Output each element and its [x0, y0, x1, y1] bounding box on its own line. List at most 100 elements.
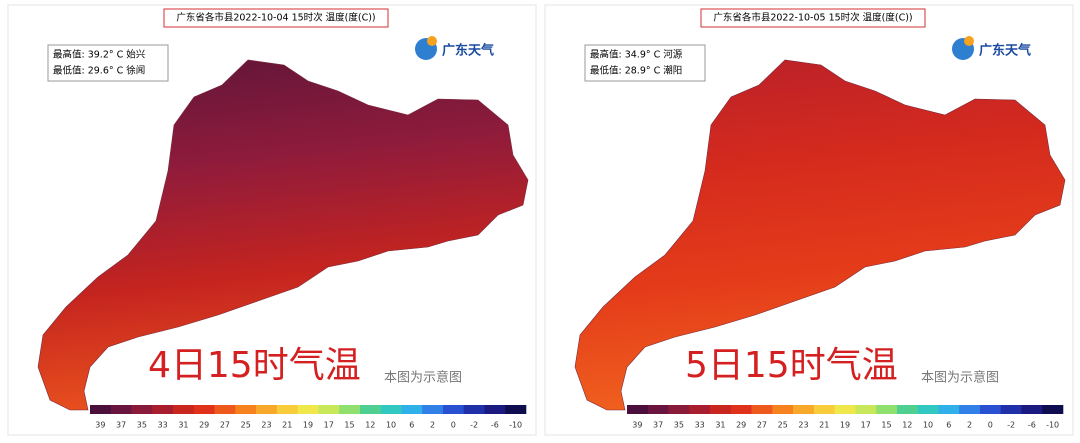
legend-label: 21 [282, 421, 292, 430]
legend-cell [917, 405, 939, 414]
title-box [700, 8, 926, 28]
min-value: 最低值: 29.6° C 徐闻 [53, 65, 145, 77]
legend-cell [938, 405, 960, 414]
legend-cell [793, 405, 815, 414]
map-title: 广东省各市县2022-10-05 15时次 温度(度(C)) [713, 12, 912, 24]
legend-cell [463, 405, 485, 414]
logo-text: 广东天气 [979, 43, 1031, 59]
legend-label: 0 [451, 421, 456, 430]
legend-label: -2 [1007, 421, 1015, 430]
legend-label: 19 [840, 421, 850, 430]
legend-cell [647, 405, 669, 414]
legend-cell [689, 405, 711, 414]
max-value: 最高值: 39.2° C 始兴 [53, 49, 145, 61]
legend-label: -6 [491, 421, 499, 430]
panel: 广东省各市县2022-10-05 15时次 温度(度(C)) 最高值: 34.9°… [544, 4, 1074, 436]
legend-cell [276, 405, 298, 414]
min-value: 最低值: 28.9° C 潮阳 [590, 65, 682, 77]
legend-cell [380, 405, 402, 414]
caption: 4日15时气温 [148, 345, 361, 386]
legend-label: 12 [365, 421, 375, 430]
legend-cell [173, 405, 195, 414]
legend-cell [422, 405, 444, 414]
legend-label: 2 [430, 421, 435, 430]
legend-label: 6 [409, 421, 414, 430]
info-box [47, 44, 169, 82]
legend-label: 17 [861, 421, 871, 430]
legend-cell [484, 405, 506, 414]
legend-label: 33 [695, 421, 705, 430]
legend-cell [131, 405, 153, 414]
legend-label: 37 [653, 421, 663, 430]
map-title: 广东省各市县2022-10-04 15时次 温度(度(C)) [176, 12, 375, 24]
legend-cell [1021, 405, 1043, 414]
legend-cell [90, 405, 112, 414]
legend-label: 2 [967, 421, 972, 430]
legend-cell [813, 405, 835, 414]
legend-label: 31 [715, 421, 725, 430]
title-box [163, 8, 389, 28]
legend-cell [710, 405, 732, 414]
legend-label: -2 [470, 421, 478, 430]
legend-cell [359, 405, 381, 414]
legend-cell [834, 405, 856, 414]
panel: 广东省各市县2022-10-04 15时次 温度(度(C)) 最高值: 39.2°… [7, 4, 537, 436]
logo-sun [964, 36, 974, 46]
legend-label: 29 [199, 421, 209, 430]
legend-cell [751, 405, 773, 414]
legend-label: 35 [674, 421, 684, 430]
legend-label: 39 [632, 421, 642, 430]
legend-cell [1000, 405, 1022, 414]
legend-label: 27 [757, 421, 767, 430]
legend-cell [214, 405, 236, 414]
legend-label: -10 [1046, 421, 1059, 430]
legend-cell [152, 405, 174, 414]
legend-label: 35 [137, 421, 147, 430]
legend-cell [297, 405, 319, 414]
legend-cell [442, 405, 465, 414]
legend-label: 23 [261, 421, 271, 430]
legend-cell [772, 405, 794, 414]
legend-cell [401, 405, 423, 414]
legend-label: 27 [220, 421, 230, 430]
legend-cell [193, 405, 215, 414]
legend-label: -10 [509, 421, 522, 430]
legend-label: 33 [158, 421, 168, 430]
legend-cell [959, 405, 981, 414]
legend-cell [855, 405, 877, 414]
legend-label: 15 [344, 421, 354, 430]
legend-cell [627, 405, 649, 414]
logo-sun [427, 36, 437, 46]
max-value: 最高值: 34.9° C 河源 [590, 49, 683, 61]
legend-label: 17 [324, 421, 334, 430]
legend-label: 6 [946, 421, 951, 430]
caption: 5日15时气温 [685, 345, 898, 386]
legend-label: 21 [819, 421, 829, 430]
legend-cell [668, 405, 690, 414]
legend-cell [318, 405, 340, 414]
legend-cell [505, 405, 527, 414]
legend-label: 39 [95, 421, 105, 430]
info-box [584, 44, 706, 82]
legend-cell [339, 405, 361, 414]
legend-cell [1042, 405, 1064, 414]
legend-label: 19 [303, 421, 313, 430]
logo-text: 广东天气 [442, 43, 494, 59]
legend-cell [235, 405, 257, 414]
legend-label: 0 [988, 421, 993, 430]
legend-label: 15 [881, 421, 891, 430]
legend-label: 37 [116, 421, 126, 430]
legend-label: 25 [778, 421, 788, 430]
legend-cell [256, 405, 278, 414]
legend-cell [979, 405, 1002, 414]
legend-label: 10 [923, 421, 933, 430]
legend-label: 31 [178, 421, 188, 430]
note: 本图为示意图 [921, 370, 999, 386]
note: 本图为示意图 [384, 370, 462, 386]
legend-cell [730, 405, 752, 414]
legend-label: 25 [241, 421, 251, 430]
legend-cell [110, 405, 132, 414]
legend-label: -6 [1028, 421, 1036, 430]
legend-label: 23 [798, 421, 808, 430]
